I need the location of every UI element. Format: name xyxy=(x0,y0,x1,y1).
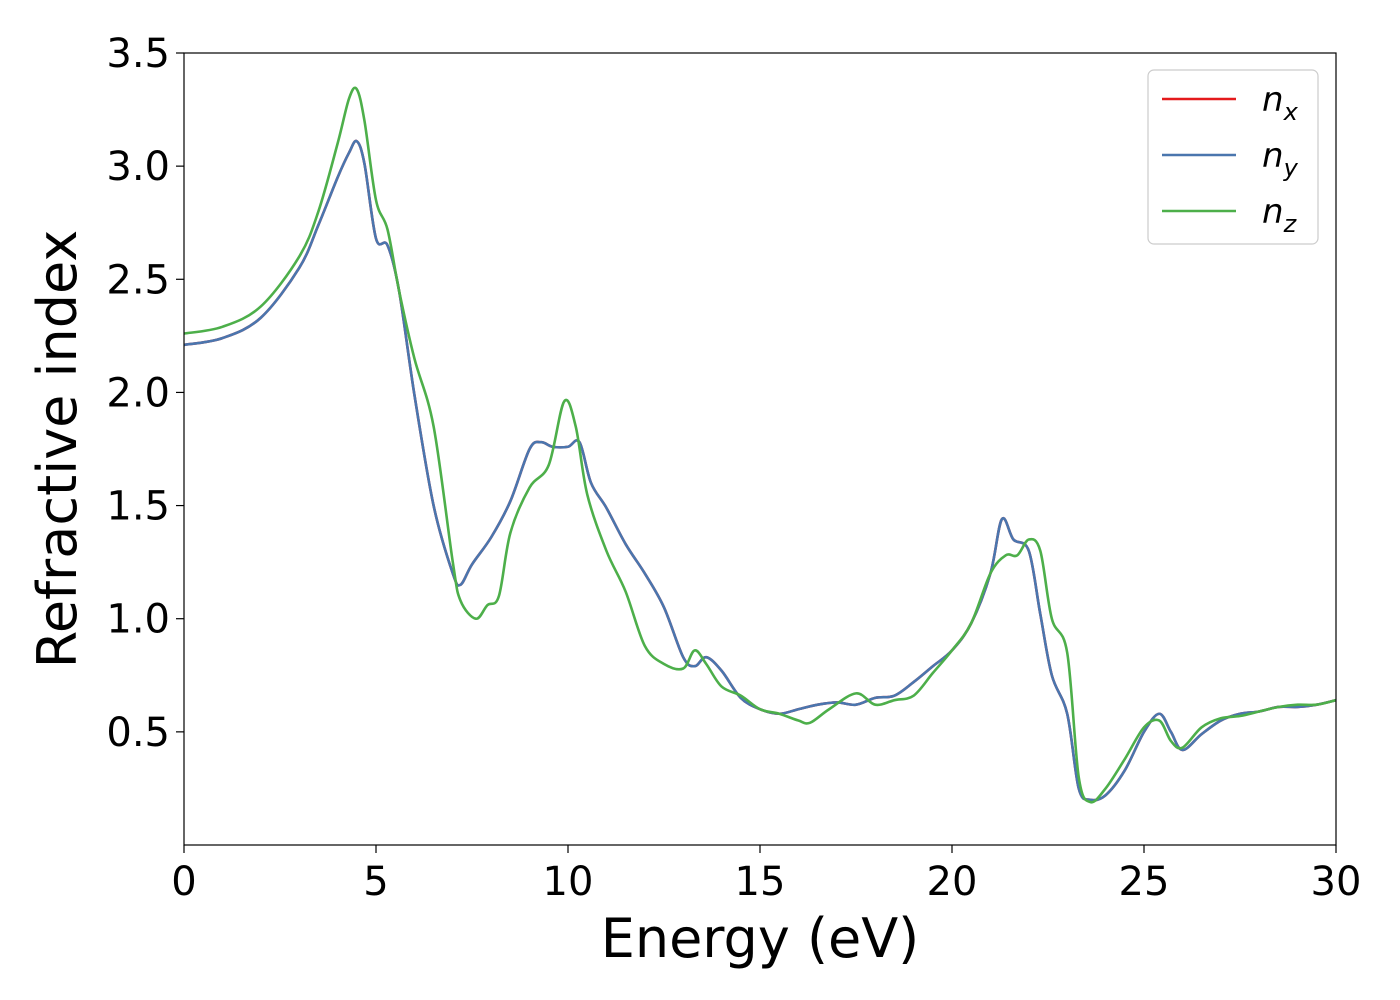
x-tick-label: 20 xyxy=(927,859,978,905)
y-tick-label: 1.0 xyxy=(106,597,170,643)
y-tick-label: 2.5 xyxy=(106,257,170,303)
legend-label-nz: nz xyxy=(1262,192,1298,238)
legend-label-ny: ny xyxy=(1262,136,1299,182)
y-tick-label: 2.0 xyxy=(106,370,170,416)
x-tick-label: 0 xyxy=(171,859,196,905)
x-tick-label: 30 xyxy=(1311,859,1362,905)
y-tick-label: 1.5 xyxy=(106,484,170,530)
x-tick-label: 25 xyxy=(1119,859,1170,905)
series-line-nz xyxy=(184,86,1336,804)
y-tick-label: 3.0 xyxy=(106,144,170,190)
y-tick-label: 3.5 xyxy=(106,31,170,77)
legend-label-subscript: z xyxy=(1283,210,1298,238)
legend-label-subscript: y xyxy=(1283,154,1299,182)
ticks-layer: 0 5 10 15 20 25 30 0.5 1.0 1.5 2.0 2.5 3.0 3.5 xyxy=(106,31,1361,905)
legend-label-subscript: x xyxy=(1283,98,1299,126)
x-tick-label: 10 xyxy=(543,859,594,905)
x-tick-label: 15 xyxy=(735,859,786,905)
legend-label-main: n xyxy=(1262,136,1284,176)
x-axis-label: Energy (eV) xyxy=(601,907,920,970)
series-layer xyxy=(184,86,1336,804)
plot-frame xyxy=(183,52,1337,846)
legend-label-main: n xyxy=(1262,80,1284,120)
legend-box xyxy=(1147,69,1319,245)
legend-label-main: n xyxy=(1262,192,1284,232)
x-tick-label: 5 xyxy=(363,859,388,905)
legend-label-nx: nx xyxy=(1262,80,1299,126)
y-tick-label: 0.5 xyxy=(106,710,170,756)
y-axis-label: Refractive index xyxy=(26,230,89,669)
